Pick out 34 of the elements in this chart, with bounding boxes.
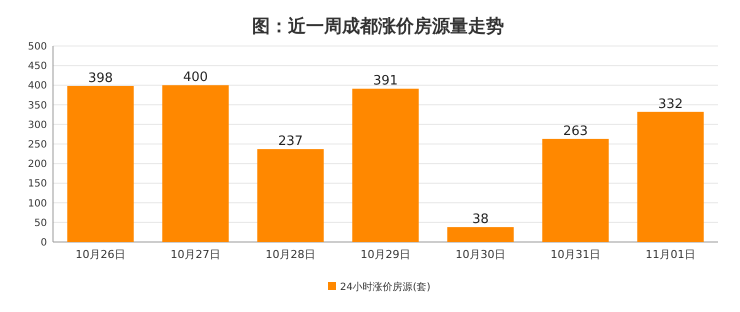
y-tick-label: 200	[28, 159, 47, 170]
x-tick-label: 10月31日	[550, 248, 600, 261]
y-tick-label: 150	[28, 178, 47, 190]
bar	[162, 85, 229, 242]
y-tick-label: 0	[40, 238, 47, 248]
chart-title: 图：近一周成都涨价房源量走势	[252, 16, 504, 37]
x-tick-label: 10月28日	[266, 248, 316, 261]
bar	[542, 138, 609, 242]
legend-label: 24小时涨价房源(套)	[340, 281, 431, 293]
x-tick-label: 10月27日	[170, 248, 220, 261]
bar	[257, 149, 324, 242]
data-label: 237	[278, 134, 303, 150]
y-tick-label: 500	[28, 42, 47, 52]
bar	[352, 88, 419, 242]
data-label: 332	[658, 96, 683, 112]
x-tick-label: 10月30日	[456, 248, 506, 261]
y-tick-label: 250	[28, 140, 47, 150]
y-tick-label: 50	[34, 218, 47, 229]
y-tick-label: 300	[28, 120, 47, 131]
data-label: 38	[472, 212, 489, 228]
bar	[637, 112, 704, 242]
y-tick-label: 350	[28, 100, 47, 112]
y-tick-label: 450	[28, 61, 47, 72]
data-label: 398	[88, 70, 113, 86]
data-label: 400	[183, 70, 208, 86]
y-tick-label: 400	[28, 80, 47, 92]
x-tick-label: 10月29日	[360, 248, 410, 261]
data-label: 391	[373, 74, 398, 89]
x-tick-label: 11月01日	[646, 248, 696, 261]
bar	[67, 86, 134, 242]
y-tick-label: 100	[28, 198, 47, 210]
bar	[447, 227, 514, 242]
x-tick-label: 10月26日	[76, 248, 126, 261]
data-label: 263	[563, 124, 588, 139]
